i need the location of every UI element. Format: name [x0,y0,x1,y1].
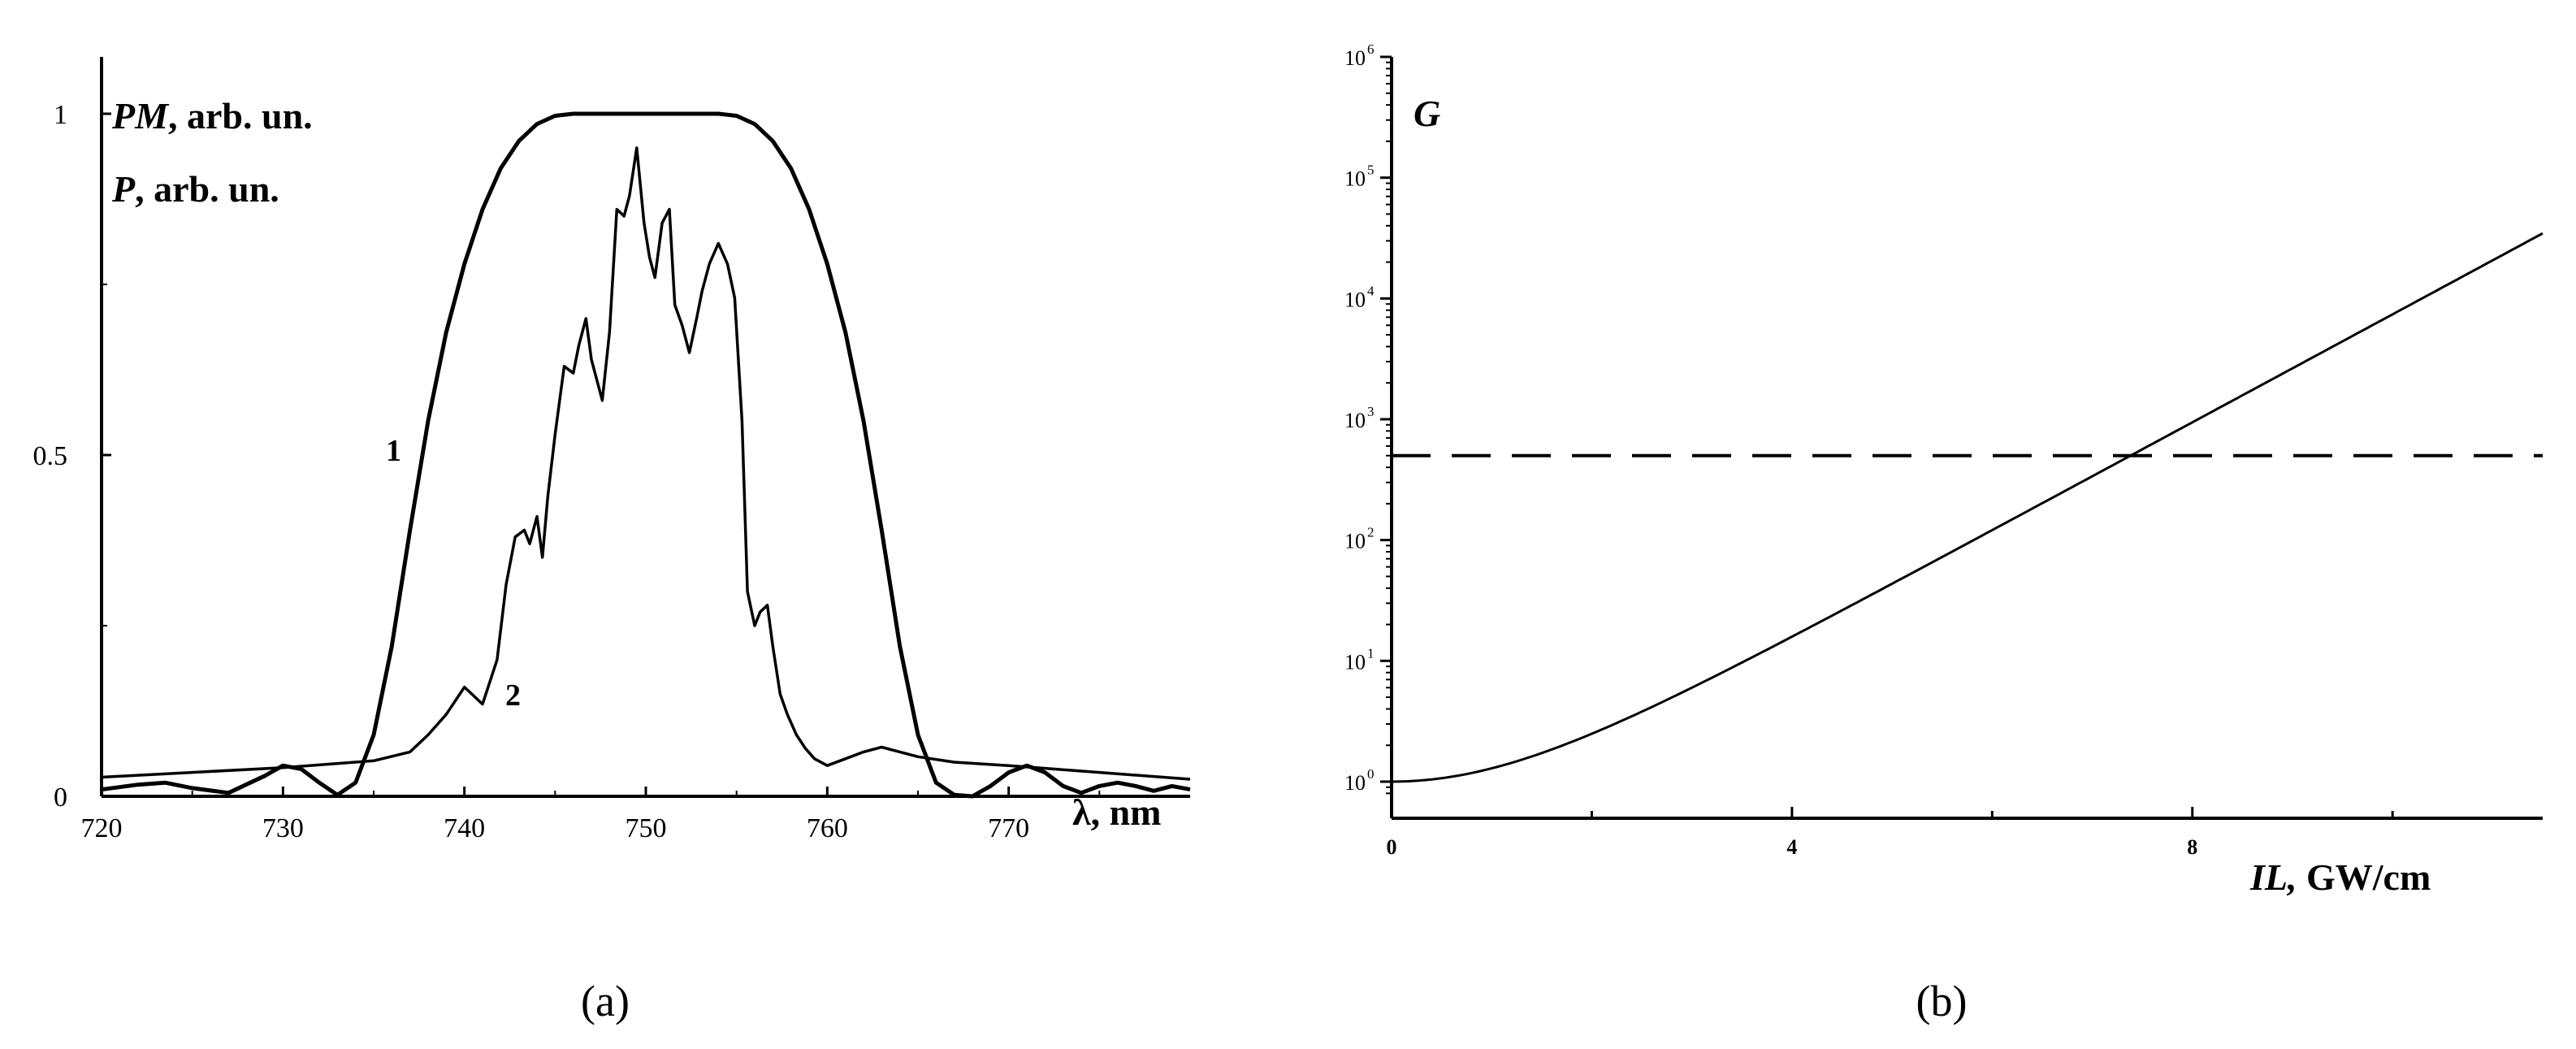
panel-b-x-tick-label: 8 [2187,835,2197,859]
panel-a-x-tick-label: 750 [626,813,667,843]
panel-b-y-tick-exponent: 5 [1367,163,1375,178]
panel-a-x-ticks: 720 730 740 750 760 770 [81,787,1101,843]
panel-b-x-tick-label: 0 [1387,835,1397,859]
panel-a-x-tick-label: 730 [262,813,304,843]
panel-b-y-tick-label: 10 [1344,650,1366,674]
panel-a-ylabel-p-symbol: P [111,168,136,210]
panel-a-x-tick-label: 740 [444,813,485,843]
panel-b-x-tick-label: 4 [1786,835,1797,859]
panel-a-ylabel-pm: PM, arb. un. [111,95,313,137]
panel-b-y-tick-exponent: 1 [1367,645,1375,661]
panel-b-y-tick-exponent: 3 [1367,404,1375,419]
panel-b-y-tick-exponent: 0 [1367,766,1375,782]
panel-b-series [1391,232,2544,783]
panel-a-chart: 720 730 740 750 760 770 00.51 PM, arb. un. P,… [33,57,1191,1025]
panel-a-y-ticks: 00.51 [33,100,111,813]
panel-b-y-tick-label: 10 [1344,288,1366,311]
panel-b-y-tick-exponent: 2 [1367,525,1375,540]
panel-a-y-tick-label: 0 [54,782,67,813]
panel-b-gain-curve [1391,232,2544,783]
panel-a-x-tick-label: 720 [81,813,123,843]
panel-b-y-tick-label: 10 [1344,167,1366,191]
panel-a-caption: (a) [581,977,630,1025]
panel-a-x-tick-label: 770 [988,813,1029,843]
panel-a-xlabel: λ, nm [1072,791,1162,833]
panel-b-y-tick-label: 10 [1344,530,1366,553]
panel-a-y-tick-label: 0.5 [33,441,68,471]
panel-b-xlabel-symbol: IL, [2249,856,2297,898]
panel-b-axes [1390,57,2543,820]
panel-b-caption: (b) [1916,977,1968,1025]
panel-b-ylabel: G [1414,93,1440,134]
panel-a-series-1 [101,111,1191,799]
panel-a-ylabel-pm-unit: , arb. un. [168,95,313,137]
panel-b-y-tick-exponent: 6 [1367,41,1375,57]
panel-a-ylabel-p: P, arb. un. [111,168,279,210]
panel-a-ylabel-pm-symbol: PM [111,95,170,137]
panel-b-xlabel-unit: GW/cm [2297,856,2431,898]
panel-a-ylabel-p-unit: , arb. un. [135,168,279,210]
panel-b-y-tick-exponent: 4 [1367,283,1375,298]
panel-a-series [101,111,1191,799]
panel-b-y-tick-label: 10 [1344,46,1366,70]
panel-a-x-tick-label: 760 [807,813,848,843]
panel-b-xlabel: IL, GW/cm [2249,856,2431,898]
panel-b-y-tick-label: 10 [1344,409,1366,432]
panel-a-y-tick-label: 1 [54,100,67,130]
panel-a-series-2 [101,146,1191,781]
panel-a-curve-2-label: 2 [505,678,521,713]
panel-a-curve-1-label: 1 [386,434,401,468]
panel-b-y-tick-label: 10 [1344,771,1366,795]
panel-b-x-ticks: 0 4 8 [1387,807,2394,859]
